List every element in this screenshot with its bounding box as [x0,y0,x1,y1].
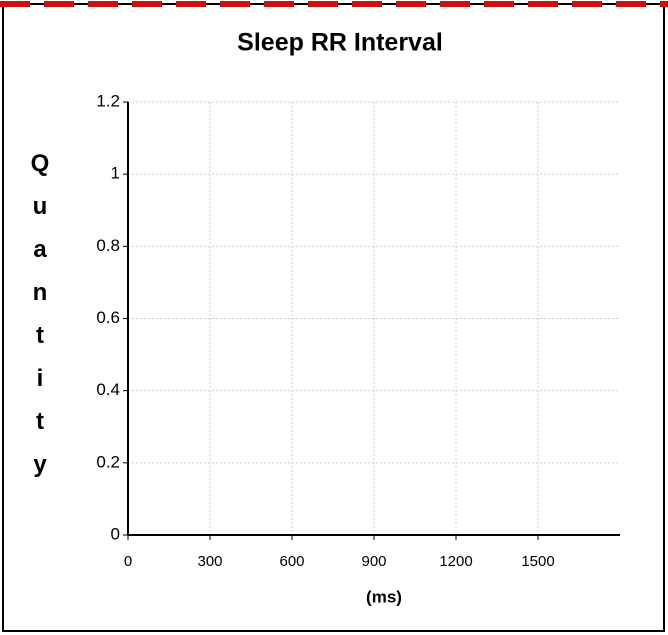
y-tick-label: 1.2 [96,91,120,110]
y-tick-label: 1 [111,164,120,183]
x-tick-label: 1200 [439,553,472,570]
x-tick-label: 0 [124,553,132,570]
y-tick-label: 0 [111,524,120,543]
x-tick-label: 1500 [521,553,554,570]
x-axis-label: (ms) [366,587,402,606]
x-tick-label: 300 [197,553,222,570]
x-tick-label: 900 [361,553,386,570]
chart-title: Sleep RR Interval [237,29,443,57]
x-tick-label: 600 [279,553,304,570]
y-tick-label: 0.8 [96,236,120,255]
frame [2,3,665,632]
y-tick-label: 0.6 [96,308,120,327]
y-tick-label: 0.4 [96,380,120,399]
y-tick-label: 0.2 [96,452,120,471]
